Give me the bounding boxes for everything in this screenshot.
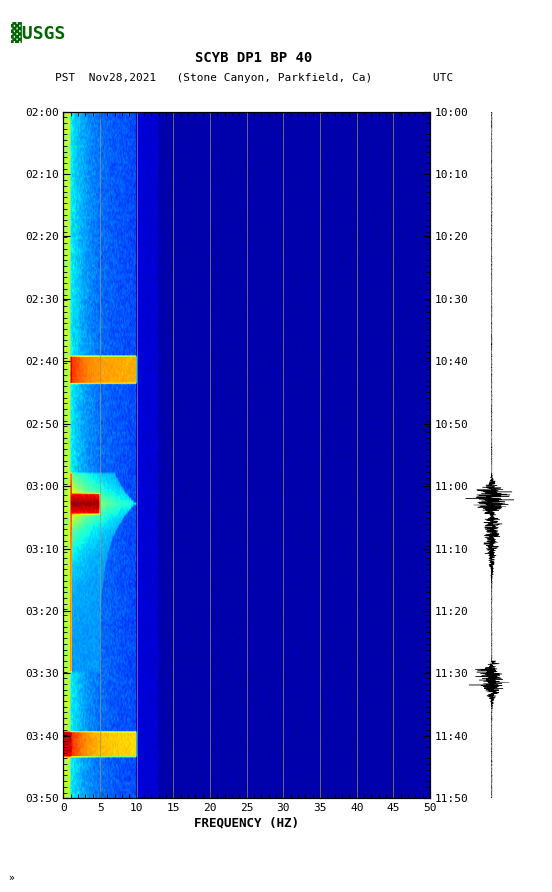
- Text: »: »: [8, 873, 14, 883]
- Text: SCYB DP1 BP 40: SCYB DP1 BP 40: [195, 51, 312, 65]
- Text: PST  Nov28,2021   (Stone Canyon, Parkfield, Ca)         UTC: PST Nov28,2021 (Stone Canyon, Parkfield,…: [55, 72, 453, 83]
- Text: ▓USGS: ▓USGS: [11, 22, 66, 43]
- X-axis label: FREQUENCY (HZ): FREQUENCY (HZ): [194, 816, 299, 829]
